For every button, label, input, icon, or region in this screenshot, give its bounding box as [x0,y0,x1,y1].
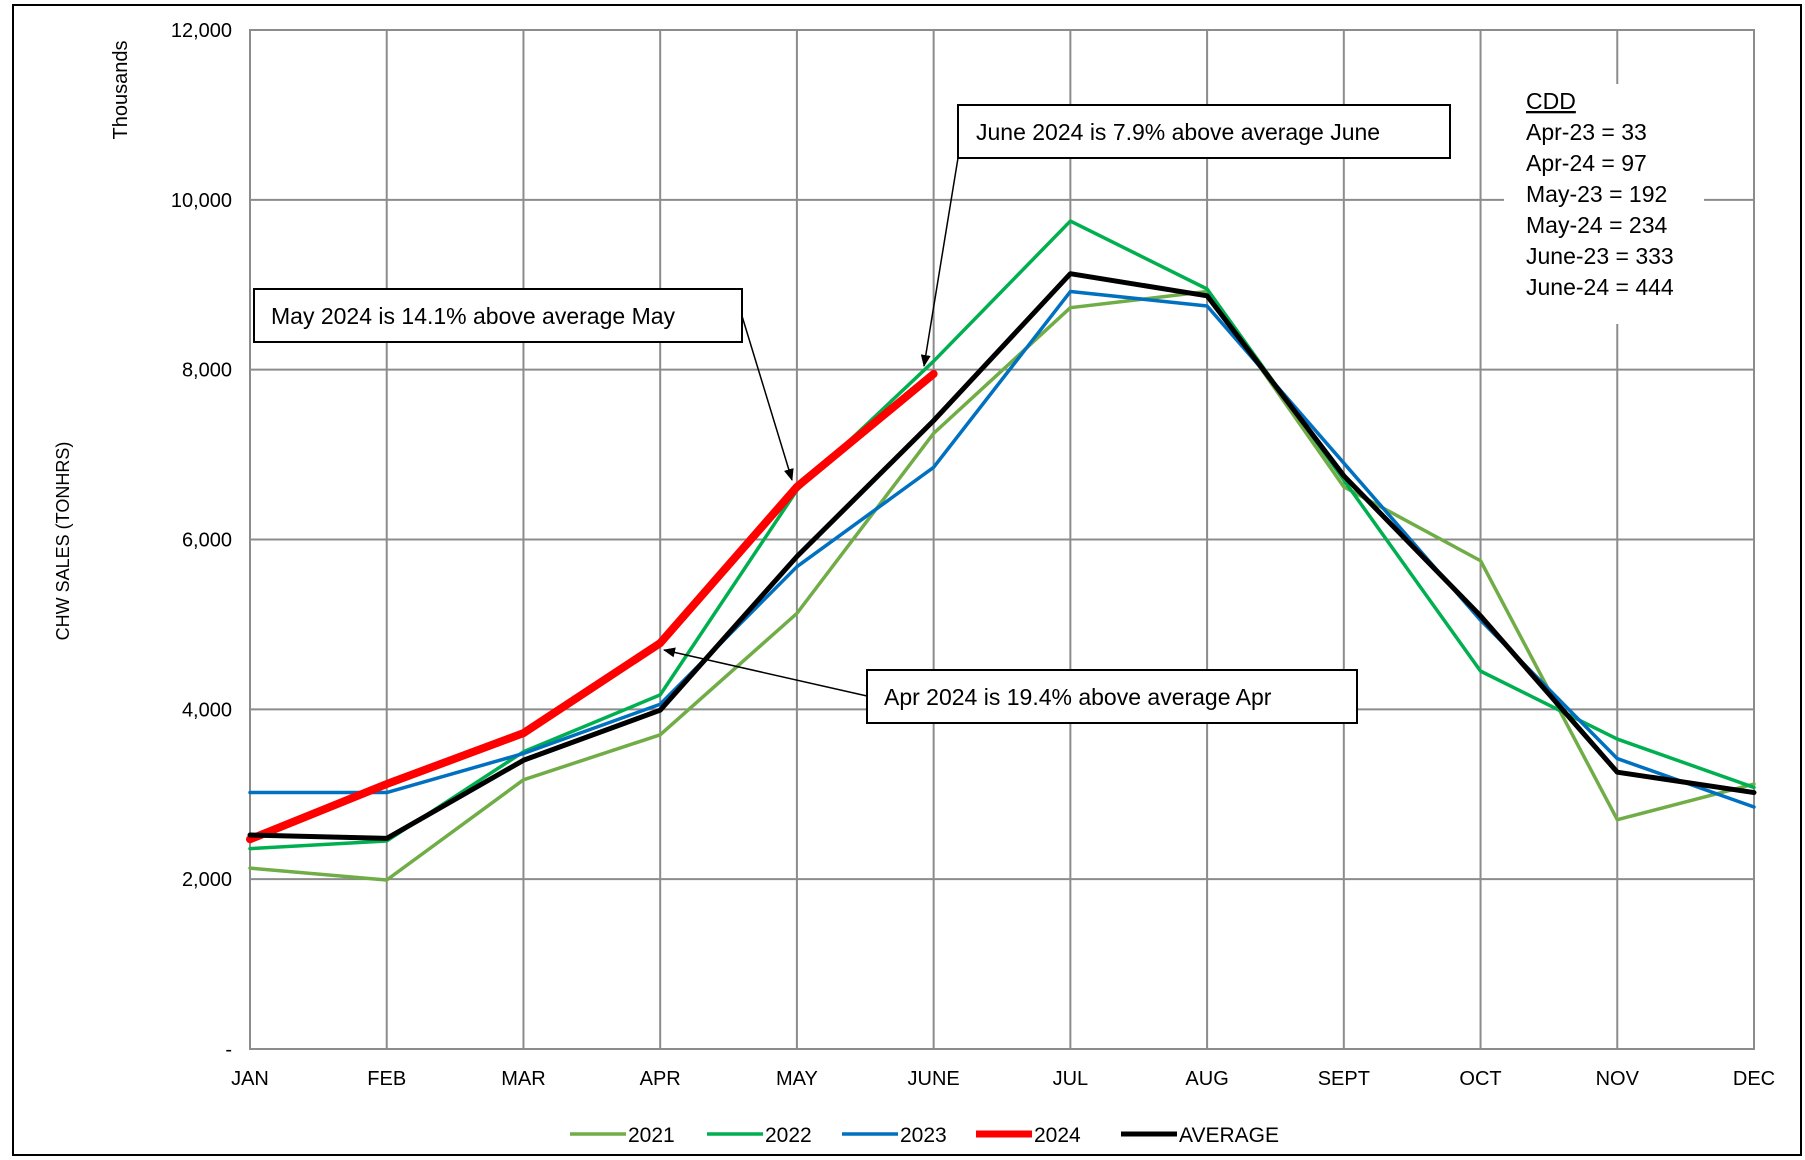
line-chart: - 2,000 4,000 6,000 8,000 10,000 12,000 JAN FEB… [53,20,1775,1147]
cdd-line: Apr-24 = 97 [1526,150,1647,176]
annotation-apr: Apr 2024 is 19.4% above average Apr [663,647,1358,724]
cdd-box: CDD Apr-23 = 33 Apr-24 = 97 May-23 = 192… [1504,84,1704,324]
x-tick-label: SEPT [1318,1068,1370,1090]
legend-label: AVERAGE [1179,1124,1279,1147]
annotation-arrow [663,647,868,697]
chart-frame: - 2,000 4,000 6,000 8,000 10,000 12,000 JAN FEB… [12,4,1802,1156]
legend-label: 2023 [900,1124,947,1147]
series-line [247,271,1757,841]
cdd-line: June-23 = 333 [1526,243,1674,269]
annotation-text: June 2024 is 7.9% above average June [976,119,1380,145]
x-tick-label: FEB [367,1068,406,1090]
cdd-line: Apr-23 = 33 [1526,119,1647,145]
annotation-arrow [741,315,794,481]
y-tick-label: 12,000 [171,20,232,42]
y-tick-labels: - 2,000 4,000 6,000 8,000 10,000 12,000 [171,20,232,1061]
annotation-june: June 2024 is 7.9% above average June [920,104,1451,367]
legend: 2021 2022 2023 2024 AVERAGE [570,1124,1279,1147]
y-tick-label: 2,000 [182,869,232,891]
x-tick-label: OCT [1459,1068,1501,1090]
cdd-line: May-23 = 192 [1526,181,1667,207]
x-tick-label: MAY [776,1068,818,1090]
y-tick-label: 6,000 [182,530,232,552]
y-tick-label: 4,000 [182,699,232,721]
x-tick-label: MAR [501,1068,545,1090]
x-tick-label: APR [640,1068,681,1090]
annotation-text: Apr 2024 is 19.4% above average Apr [884,684,1272,710]
legend-label: 2022 [765,1124,812,1147]
x-tick-labels: JAN FEB MAR APR MAY JUNE JUL AUG SEPT OCT NOV DEC [231,1068,1775,1090]
y-tick-label: - [225,1039,232,1061]
annotation-box [253,288,743,343]
x-tick-label: JAN [231,1068,269,1090]
annotation-text: May 2024 is 14.1% above average May [271,303,676,329]
series-line [248,289,1756,882]
y-unit-label: Thousands [110,41,132,140]
x-tick-label: DEC [1733,1068,1775,1090]
annotation-box [957,104,1451,159]
annotation-box [866,669,1358,724]
x-tick-label: JUNE [908,1068,960,1090]
x-tick-label: AUG [1185,1068,1228,1090]
series-lines [246,219,1757,882]
legend-label: 2021 [628,1124,675,1147]
y-tick-label: 8,000 [182,360,232,382]
series-line [248,219,1756,851]
annotation-arrow [920,157,959,367]
cdd-line: June-24 = 444 [1526,274,1674,300]
cdd-line: May-24 = 234 [1526,212,1667,238]
legend-label: 2024 [1034,1124,1081,1147]
y-tick-label: 10,000 [171,190,232,212]
annotation-may: May 2024 is 14.1% above average May [253,288,794,481]
series-line [246,369,938,844]
x-tick-label: NOV [1596,1068,1640,1090]
x-tick-label: JUL [1053,1068,1089,1090]
cdd-title: CDD [1526,88,1576,114]
cdd-box-background [1504,84,1704,324]
y-axis-title: CHW SALES (TONHRS) [53,442,73,641]
